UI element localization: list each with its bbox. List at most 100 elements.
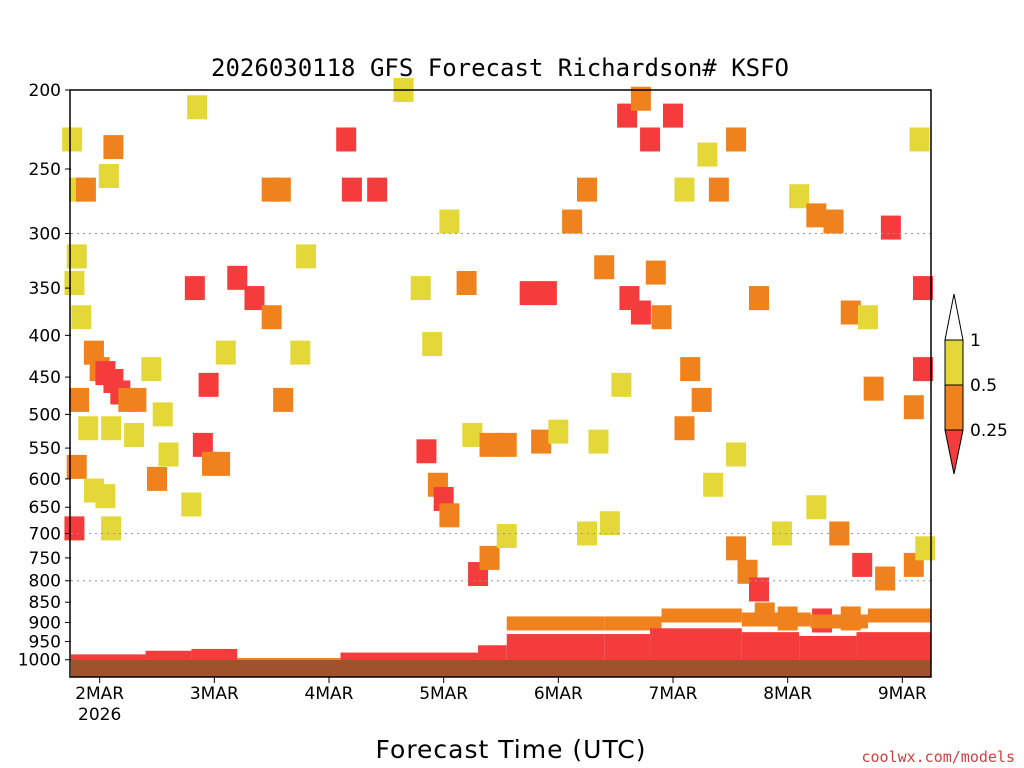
y-tick-label: 850: [29, 593, 61, 613]
y-tick-label: 550: [29, 439, 61, 459]
heatmap-cell: [640, 127, 661, 152]
y-tick-label: 1000: [18, 651, 61, 671]
heatmap-cell: [64, 271, 85, 296]
heatmap-cell: [496, 432, 517, 457]
heatmap-cell: [184, 276, 205, 301]
heatmap-cell: [158, 442, 179, 467]
y-tick-label: 600: [29, 470, 61, 490]
heatmap-cell: [126, 387, 147, 412]
heatmap-cell: [101, 416, 122, 441]
chart-title: 2026030118 GFS Forecast Richardson# KSFO: [211, 54, 789, 82]
surface-layer-cell: [661, 608, 742, 623]
heatmap-cell: [290, 340, 311, 365]
heatmap-cell: [749, 577, 769, 602]
heatmap-cell: [703, 472, 724, 497]
heatmap-cell: [479, 545, 500, 570]
heatmap-cell: [270, 177, 291, 202]
heatmap-cell: [147, 466, 167, 491]
heatmap-cell: [726, 536, 747, 561]
heatmap-cell: [69, 387, 90, 412]
heatmap-cell: [880, 215, 901, 240]
x-tick-label: 6MAR: [534, 684, 583, 704]
heatmap-cell: [66, 244, 87, 269]
heatmap-cell: [124, 422, 145, 447]
heatmap-cell: [863, 376, 884, 401]
ground-layer: [71, 660, 931, 677]
heatmap-cell: [840, 300, 861, 325]
plot-frame: [69, 89, 932, 678]
surface-layer-cell: [340, 652, 479, 660]
surface-layer-cell: [506, 634, 605, 660]
heatmap-cell: [198, 372, 219, 397]
heatmap-cell: [261, 305, 282, 330]
heatmap-cell: [479, 432, 500, 457]
y-tick-label: 950: [29, 633, 61, 653]
heatmap-cell: [462, 422, 483, 447]
colorbar-arrow-top: [944, 293, 964, 341]
heatmap-cell: [562, 209, 583, 234]
heatmap-cell: [663, 103, 683, 128]
y-tick-label: 900: [29, 613, 61, 633]
x-tick-label: 8MAR: [763, 684, 812, 704]
surface-layer-cell: [799, 635, 857, 660]
heatmap-cell: [674, 177, 695, 202]
heatmap-cell: [456, 271, 477, 296]
heatmap-cell: [548, 419, 569, 444]
heatmap-cell: [66, 454, 87, 479]
heatmap-cell: [875, 566, 896, 591]
heatmap-cell: [101, 516, 122, 541]
colorbar-arrow-bottom: [944, 429, 964, 475]
heatmap-cell: [674, 416, 695, 441]
heatmap-cell: [823, 209, 844, 234]
y-tick-label: 250: [29, 160, 61, 180]
heatmap-cell: [227, 265, 248, 290]
y-tick-label: 750: [29, 549, 61, 569]
heatmap-cell: [439, 503, 460, 528]
heatmap-cell: [215, 340, 236, 365]
heatmap-cells: [62, 78, 936, 662]
x-tick-label: 3MAR: [190, 684, 239, 704]
heatmap-cell: [697, 142, 718, 167]
surface-layer-cell: [604, 634, 651, 660]
heatmap-cell: [95, 484, 116, 509]
heatmap-cell: [857, 305, 878, 330]
heatmap-cell: [71, 305, 92, 330]
y-tick-label: 800: [29, 572, 61, 592]
colorbar-segment: [944, 339, 964, 386]
surface-layer-cell: [237, 657, 341, 662]
heatmap-cell: [496, 523, 517, 548]
y-tick-label: 450: [29, 368, 61, 388]
x-axis-label: Forecast Time (UTC): [376, 735, 647, 764]
heatmap-cell: [691, 387, 712, 412]
heatmap-cell: [909, 127, 930, 152]
heatmap-cell: [806, 203, 827, 228]
heatmap-cell: [806, 495, 827, 520]
heatmap-cell: [98, 164, 119, 189]
heatmap-cell: [912, 357, 933, 382]
colorbar-label: 0.5: [970, 376, 997, 396]
heatmap-cell: [903, 395, 924, 420]
heatmap-cell: [680, 357, 701, 382]
heatmap-cell: [367, 177, 388, 202]
heatmap-cell: [588, 429, 609, 454]
heatmap-cell: [78, 416, 99, 441]
heatmap-cell: [599, 511, 620, 536]
colorbar-segment: [944, 384, 964, 431]
surface-layer-cell: [741, 632, 800, 660]
surface-layer-cell: [191, 648, 238, 660]
colorbar-label: 0.25: [970, 421, 1008, 441]
surface-layer-cell: [867, 608, 931, 623]
heatmap-cell: [577, 177, 597, 202]
heatmap-cell: [531, 429, 552, 454]
surface-layer-cell: [810, 614, 868, 629]
heatmap-cell: [181, 492, 202, 517]
heatmap-cell: [594, 255, 615, 280]
y-tick-label: 400: [29, 326, 61, 346]
x-tick-label: 5MAR: [419, 684, 468, 704]
heatmap-cell: [244, 286, 265, 311]
heatmap-cell: [852, 552, 873, 577]
heatmap-cell: [273, 387, 294, 412]
surface-layer-cell: [650, 628, 742, 660]
